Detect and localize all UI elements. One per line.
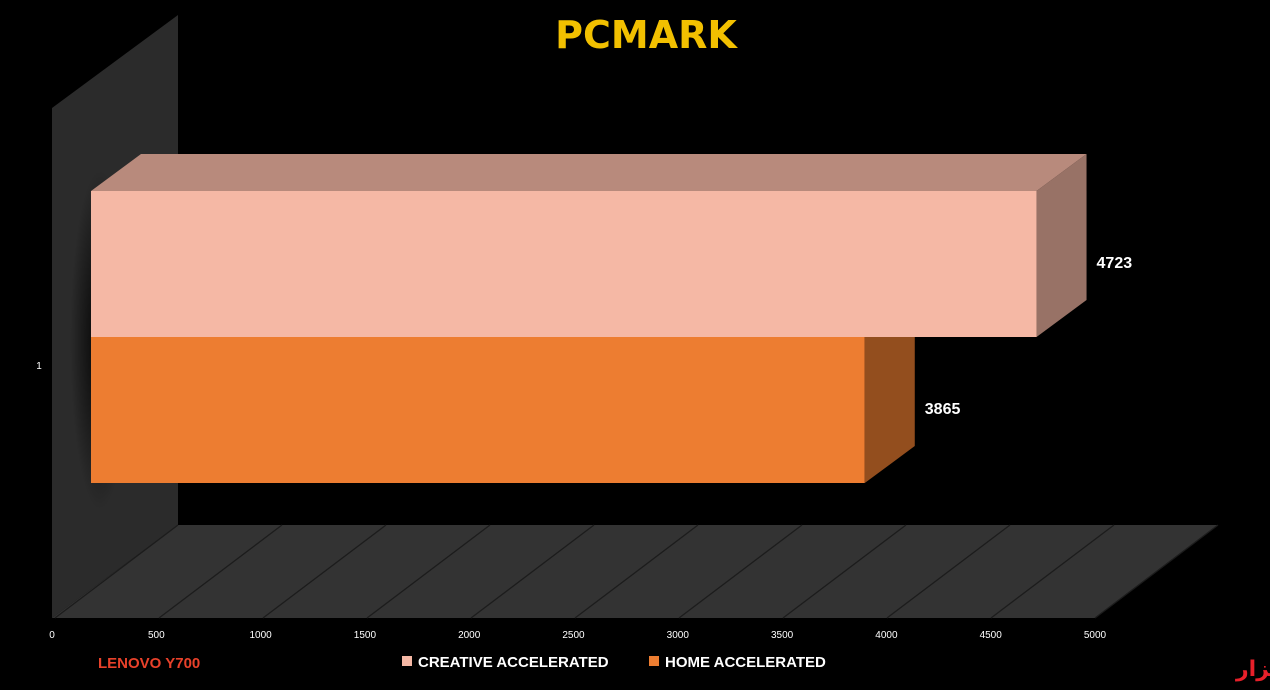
floor-gridlines (54, 524, 1219, 619)
bars-group: 3865 4723 (91, 154, 1132, 483)
floor-gridline (262, 524, 387, 619)
chart-title: PCMARK (555, 13, 738, 57)
x-tick-label: 1000 (249, 630, 272, 641)
bar-creative-side (1036, 154, 1087, 337)
floor-gridline (54, 524, 179, 619)
data-label-creative: 4723 (1097, 255, 1133, 272)
floor-gridline (470, 524, 595, 619)
legend-swatch-home (649, 656, 659, 666)
x-tick-label: 4000 (875, 630, 898, 641)
x-tick-label: 5000 (1084, 630, 1107, 641)
x-tick-label: 0 (49, 630, 55, 641)
x-tick-label: 2500 (562, 630, 585, 641)
floor-gridline (782, 524, 907, 619)
y-axis-category-label: 1 (36, 361, 42, 372)
x-tick-label: 3000 (667, 630, 690, 641)
bar-creative-front (91, 191, 1037, 337)
floor-gridline (158, 524, 283, 619)
legend-swatch-creative (402, 656, 412, 666)
x-tick-label: 1500 (354, 630, 377, 641)
bar-creative-top (91, 154, 1087, 191)
x-tick-label: 2000 (458, 630, 481, 641)
floor-gridline (886, 524, 1011, 619)
device-label: LENOVO Y700 (98, 655, 200, 672)
floor-gridline (1094, 524, 1219, 619)
bar-home-front (91, 337, 865, 483)
x-axis-ticks: 0 500 1000 1500 2000 2500 3000 3500 4000 4500 5000 (49, 630, 1106, 641)
legend-label-creative: CREATIVE ACCELERATED (418, 654, 609, 671)
data-label-home: 3865 (925, 401, 961, 418)
floor-gridline (366, 524, 491, 619)
floor-gridline (574, 524, 699, 619)
brand-logo: سخت افزار (1235, 657, 1270, 682)
bar-home-side (864, 300, 915, 483)
chart-floor (52, 525, 1218, 618)
legend-label-home: HOME ACCELERATED (665, 654, 826, 671)
floor-gridline (990, 524, 1115, 619)
x-tick-label: 500 (148, 630, 165, 641)
x-tick-label: 4500 (980, 630, 1003, 641)
x-tick-label: 3500 (771, 630, 794, 641)
floor-gridline (678, 524, 803, 619)
